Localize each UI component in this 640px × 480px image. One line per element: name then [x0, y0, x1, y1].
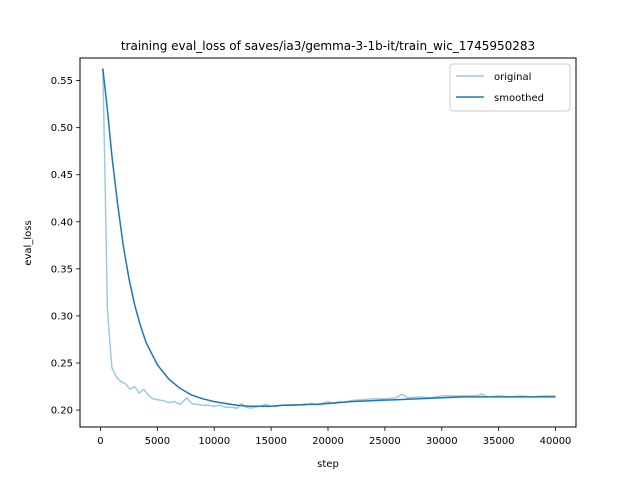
x-tick-label: 20000 — [312, 436, 344, 447]
chart-title: training eval_loss of saves/ia3/gemma-3-… — [121, 39, 535, 53]
y-tick-label: 0.40 — [51, 217, 73, 228]
x-tick-label: 30000 — [426, 436, 458, 447]
series-layer — [102, 68, 556, 409]
x-tick-label: 5000 — [145, 436, 170, 447]
x-axis-label: step — [317, 459, 339, 470]
y-tick-label: 0.50 — [51, 123, 73, 134]
series-line-original — [102, 68, 556, 409]
x-axis: 0 5000 10000 15000 20000 25000 30000 35000 40000 — [97, 427, 571, 447]
x-tick-label: 0 — [97, 436, 103, 447]
y-tick-label: 0.35 — [51, 264, 73, 275]
y-tick-label: 0.30 — [51, 311, 73, 322]
series-line-smoothed — [102, 68, 556, 408]
x-tick-label: 25000 — [369, 436, 401, 447]
x-tick-label: 40000 — [540, 436, 572, 447]
y-tick-label: 0.55 — [51, 76, 73, 87]
x-tick-label: 15000 — [255, 436, 287, 447]
y-axis: 0.20 0.25 0.30 0.35 0.40 0.45 0.50 0.55 — [51, 76, 80, 417]
x-tick-label: 10000 — [198, 436, 230, 447]
legend: original smoothed — [449, 63, 571, 112]
x-tick-label: 35000 — [483, 436, 515, 447]
y-tick-label: 0.25 — [51, 358, 73, 369]
y-tick-label: 0.20 — [51, 406, 73, 417]
y-axis-label: eval_loss — [23, 220, 34, 265]
legend-label-smoothed: smoothed — [494, 93, 544, 104]
legend-label-original: original — [494, 72, 531, 83]
y-tick-label: 0.45 — [51, 170, 73, 181]
